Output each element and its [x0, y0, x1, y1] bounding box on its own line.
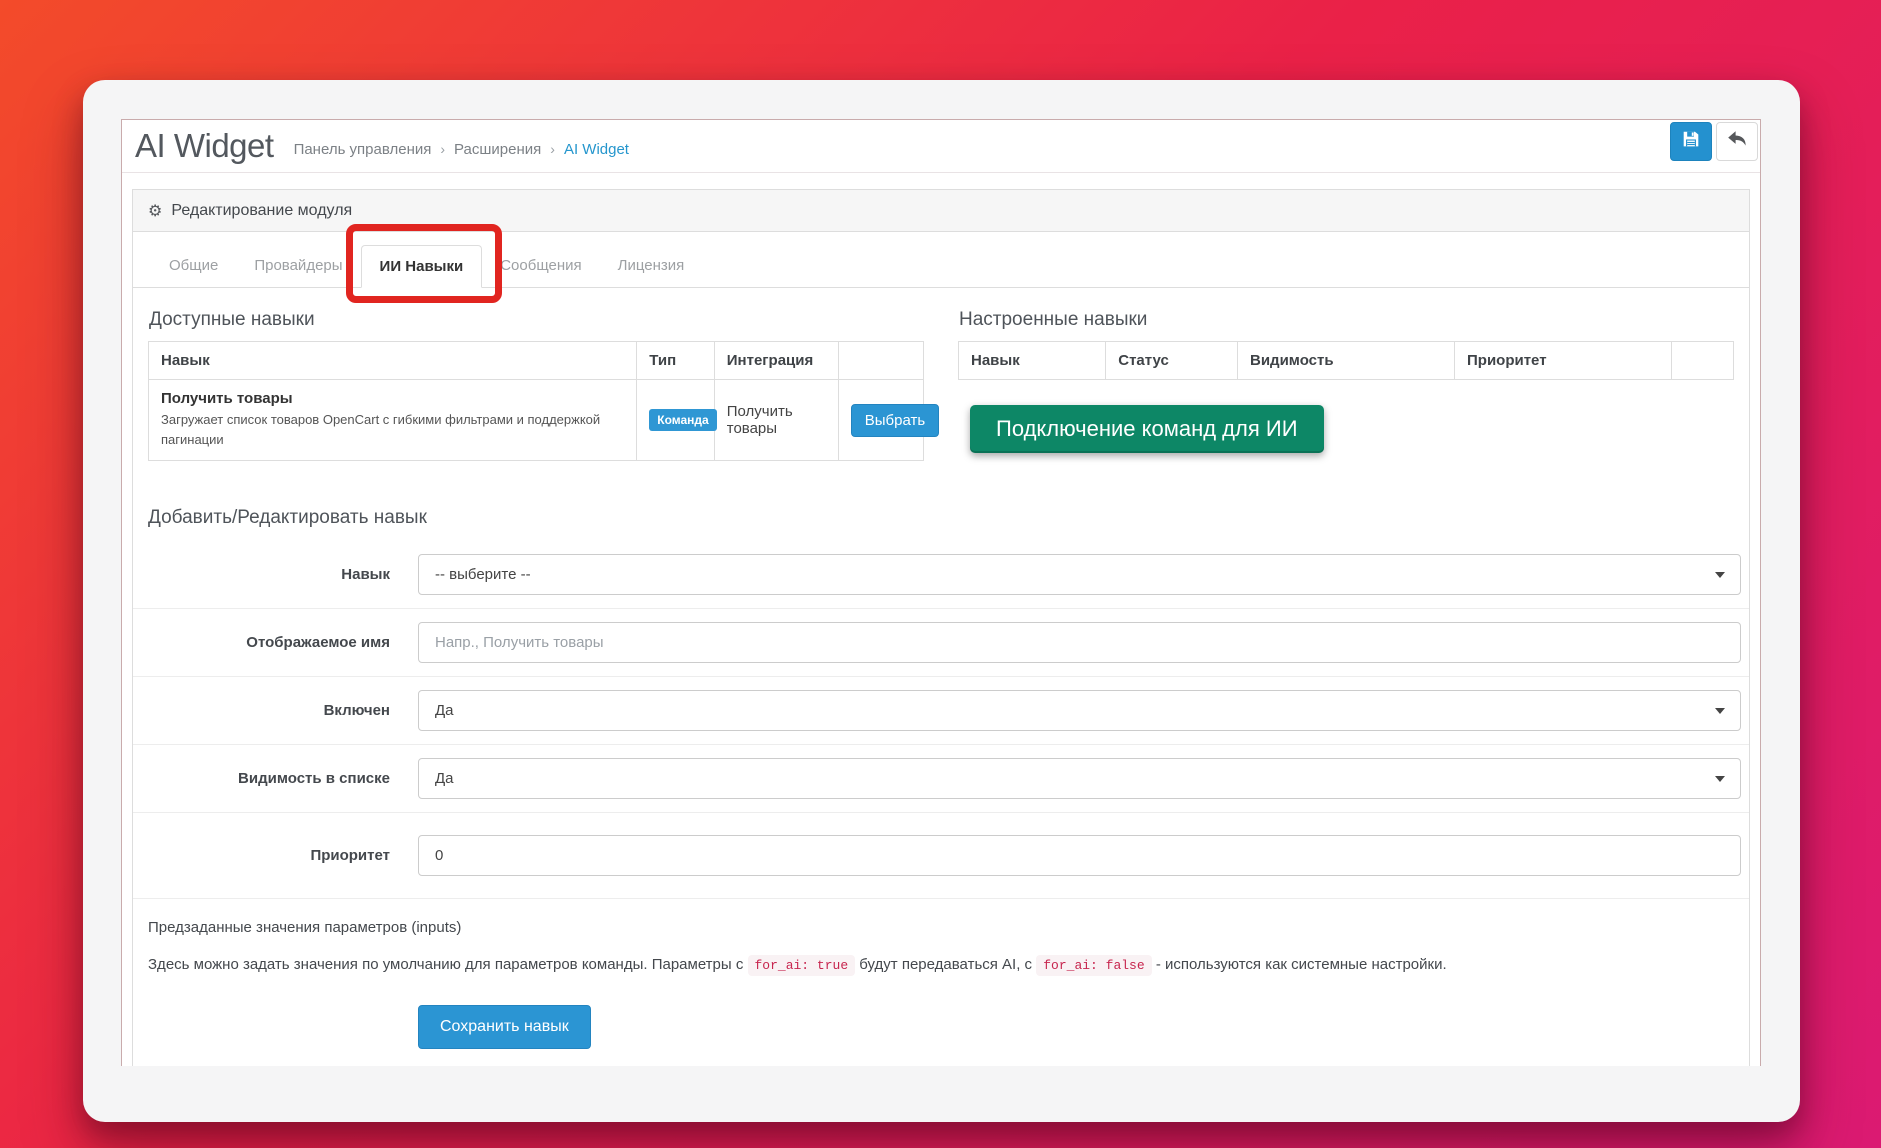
tab-general[interactable]: Общие: [169, 257, 219, 274]
available-skills-title: Доступные навыки: [149, 309, 315, 330]
configured-skills-section: Настроенные навыки Навык Статус Видимост…: [957, 309, 1734, 461]
hint-text-part: будут передаваться AI, с: [855, 956, 1037, 974]
page-content: ⚙ Редактирование модуля Общие Провайдеры…: [122, 173, 1760, 1066]
skill-name: Получить товары: [161, 390, 293, 407]
breadcrumb-item[interactable]: Панель управления: [293, 140, 432, 158]
panel-body: Общие Провайдеры ИИ Навыки Сообщения Лиц…: [133, 224, 1749, 1066]
page-header: AI Widget Панель управления › Расширения…: [122, 120, 1760, 173]
field-label: Отображаемое имя: [246, 634, 390, 652]
breadcrumb-separator: ›: [550, 141, 555, 157]
breadcrumb: Панель управления › Расширения › AI Widg…: [294, 141, 629, 158]
column-header: Статус: [1105, 341, 1238, 380]
mockup-card: AI Widget Панель управления › Расширения…: [83, 80, 1800, 1122]
tab-messages[interactable]: Сообщения: [500, 257, 582, 274]
chevron-down-icon: [1715, 775, 1725, 782]
breadcrumb-item-current[interactable]: AI Widget: [563, 140, 629, 158]
column-header: Приоритет: [1454, 341, 1672, 380]
field-label: Включен: [323, 702, 390, 720]
inputs-hint-title: Предзаданные значения параметров (inputs…: [148, 919, 462, 937]
column-header: [1671, 341, 1734, 380]
page-title: AI Widget: [135, 127, 274, 164]
form-row-visibility: Видимость в списке Да: [133, 745, 1749, 814]
chevron-down-icon: [1715, 707, 1725, 714]
display-name-input[interactable]: [418, 622, 1741, 664]
skill-select[interactable]: -- выберите --: [418, 554, 1741, 596]
column-header: [837, 341, 925, 380]
code-chip-for-ai-false: for_ai: false: [1036, 955, 1152, 977]
type-badge: Команда: [649, 409, 717, 432]
form-row-enabled: Включен Да: [133, 677, 1749, 746]
save-button[interactable]: [1670, 122, 1712, 161]
field-label: Навык: [341, 566, 390, 584]
field-label: Видимость в списке: [238, 770, 390, 788]
breadcrumb-separator: ›: [440, 141, 446, 157]
inputs-hint-text: Здесь можно задать значения по умолчанию…: [148, 951, 1734, 978]
field-label: Приоритет: [310, 847, 390, 865]
visibility-select[interactable]: Да: [418, 758, 1741, 800]
column-header: Видимость: [1237, 341, 1455, 380]
form-row-display-name: Отображаемое имя: [133, 609, 1749, 678]
code-chip-for-ai-true: for_ai: true: [747, 955, 856, 977]
tab-ai-skills-label: ИИ Навыки: [379, 258, 464, 275]
ai-commands-tooltip-annotation: Подключение команд для ИИ: [970, 405, 1324, 453]
skill-description: Загружает список товаров OpenCart с гибк…: [161, 412, 601, 448]
column-header: Навык: [147, 341, 638, 380]
tab-bar: Общие Провайдеры ИИ Навыки Сообщения Лиц…: [133, 224, 1749, 303]
column-header: Тип: [636, 341, 715, 380]
form-row-priority: Приоритет: [133, 813, 1749, 900]
priority-input[interactable]: [418, 835, 1741, 877]
column-header: Навык: [957, 341, 1107, 380]
configured-skills-table: Навык Статус Видимость Приоритет: [957, 341, 1734, 380]
gear-icon: ⚙: [148, 201, 163, 220]
tab-providers[interactable]: Провайдеры: [254, 257, 343, 274]
column-header: Интеграция: [713, 341, 839, 380]
integration-cell: Получить товары: [713, 378, 839, 462]
save-skill-button[interactable]: Сохранить навык: [418, 1005, 591, 1050]
module-edit-panel: ⚙ Редактирование модуля Общие Провайдеры…: [132, 189, 1750, 1066]
back-button[interactable]: [1716, 122, 1758, 161]
tab-ai-skills[interactable]: ИИ Навыки: [345, 224, 503, 303]
admin-screenshot: AI Widget Панель управления › Расширения…: [121, 119, 1761, 1066]
available-skills-table: Навык Тип Интеграция Получить товары: [147, 341, 940, 462]
panel-heading-label: Редактирование модуля: [171, 201, 353, 219]
table-row: Получить товары Загружает список товаров…: [147, 378, 940, 462]
form-row-skill: Навык -- выберите --: [133, 541, 1749, 610]
tab-license[interactable]: Лицензия: [617, 257, 685, 274]
chevron-down-icon: [1715, 571, 1725, 578]
select-skill-button[interactable]: Выбрать: [850, 403, 940, 437]
available-skills-section: Доступные навыки Навык Тип Интеграция: [147, 309, 940, 462]
enabled-select[interactable]: Да: [418, 690, 1741, 732]
breadcrumb-item[interactable]: Расширения: [454, 140, 542, 158]
form-section-title: Добавить/Редактировать навык: [148, 507, 427, 529]
back-arrow-icon: [1727, 130, 1747, 153]
panel-heading: ⚙ Редактирование модуля: [133, 190, 1749, 232]
floppy-disk-icon: [1682, 130, 1700, 153]
hint-text-part: Здесь можно задать значения по умолчанию…: [148, 956, 748, 974]
hint-text-part: - используются как системные настройки.: [1151, 956, 1447, 974]
configured-skills-title: Настроенные навыки: [959, 309, 1148, 330]
